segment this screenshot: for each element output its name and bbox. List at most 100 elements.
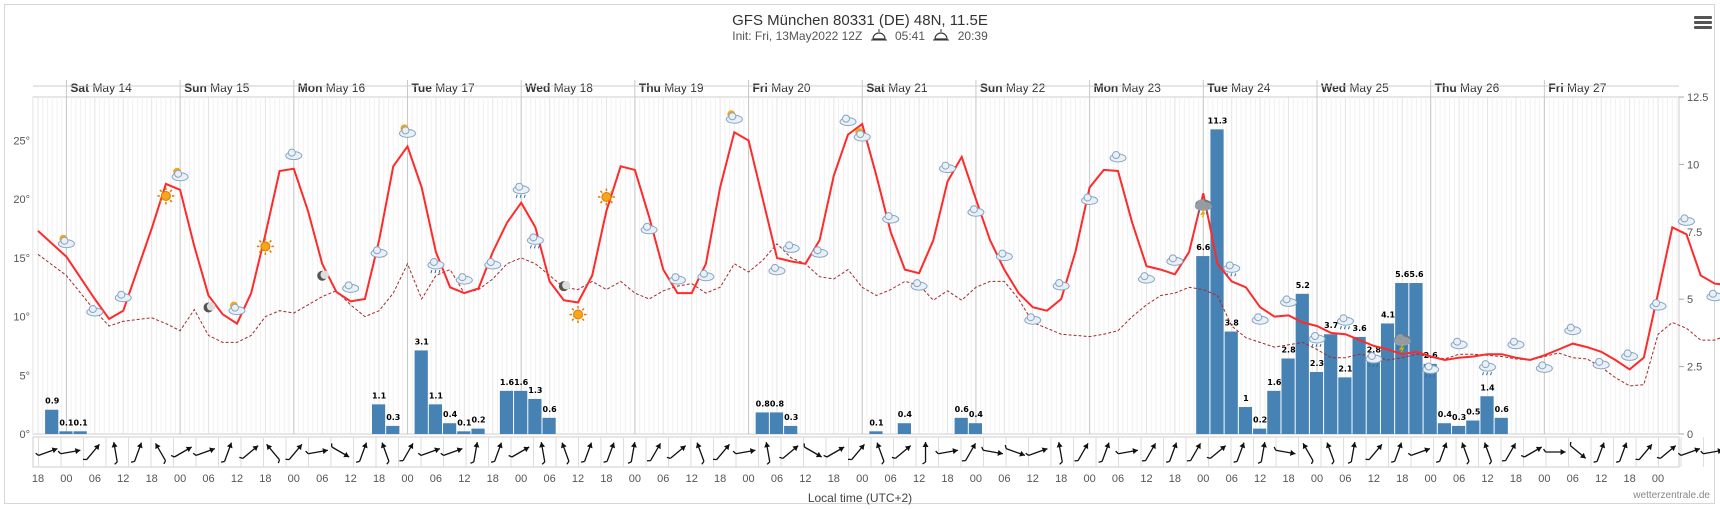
y-tick-label-right: 10 xyxy=(1687,159,1699,171)
precip-bar xyxy=(784,425,798,434)
precip-bar xyxy=(499,390,514,434)
day-label: Thu May 19 xyxy=(639,81,704,95)
hour-tick-label: 06 xyxy=(657,473,669,485)
precip-label: 11.3 xyxy=(1208,116,1228,125)
wind-arrow xyxy=(1233,442,1246,463)
hour-tick-label: 18 xyxy=(1396,473,1408,485)
moon-icon xyxy=(317,270,329,281)
sunrise-time: 05:41 xyxy=(895,29,926,43)
wind-arrow xyxy=(695,442,705,465)
hour-tick-label: 00 xyxy=(1538,473,1550,485)
sun-icon xyxy=(256,237,274,255)
precip-bar xyxy=(897,423,911,434)
credit-link[interactable]: wetterzentrale.de xyxy=(1633,490,1710,501)
precip-bar xyxy=(1466,420,1480,434)
wind-arrow xyxy=(1501,443,1517,462)
wind-arrow xyxy=(490,442,503,463)
wind-arrow xyxy=(627,442,637,464)
y-tick-label-left: 10° xyxy=(13,312,30,324)
precip-bar xyxy=(1423,363,1437,434)
wind-arrow xyxy=(1656,445,1677,460)
hour-tick-label: 12 xyxy=(572,473,584,485)
precip-label: 0.3 xyxy=(784,413,798,422)
hour-tick-label: 18 xyxy=(32,473,44,485)
hour-tick-label: 12 xyxy=(686,473,698,485)
hour-tick-label: 18 xyxy=(828,473,840,485)
y-tick-label-right: 7.5 xyxy=(1687,227,1702,239)
y-tick-label-right: 0 xyxy=(1687,429,1693,441)
precip-label: 1.6 xyxy=(514,378,529,387)
day-label: Fri May 20 xyxy=(753,81,811,95)
cloud-icon xyxy=(1166,254,1184,266)
wind-arrow xyxy=(1004,444,1026,457)
chart-menu-button[interactable] xyxy=(1694,16,1712,30)
hour-tick-label: 06 xyxy=(1567,473,1579,485)
y-tick-label-left: 15° xyxy=(13,253,30,265)
wind-arrow xyxy=(508,446,530,458)
precip-label: 2.8 xyxy=(1281,346,1296,355)
hour-tick-label: 06 xyxy=(89,473,101,485)
precip-label: 0.1 xyxy=(457,418,472,427)
cloud-icon xyxy=(1706,289,1720,302)
wind-arrow xyxy=(875,442,885,465)
wind-arrow xyxy=(130,442,143,463)
precip-bar xyxy=(414,350,428,434)
y-tick-label-right: 2.5 xyxy=(1687,362,1702,374)
day-label: Tue May 24 xyxy=(1207,81,1270,95)
hour-tick-label: 06 xyxy=(1339,473,1351,485)
precip-label: 2.8 xyxy=(1367,346,1382,355)
cloud-icon xyxy=(1507,337,1525,350)
precip-label: 0.6 xyxy=(955,405,970,414)
precip-label: 5.6 xyxy=(1395,270,1410,279)
rain-icon xyxy=(512,182,530,198)
hour-tick-label: 00 xyxy=(1197,473,1209,485)
cloud-icon xyxy=(1649,299,1667,311)
day-label: Tue May 17 xyxy=(411,81,474,95)
wind-arrow xyxy=(1056,442,1063,465)
day-label: Sat May 14 xyxy=(70,81,132,95)
day-label: Sat May 21 xyxy=(866,81,928,95)
precip-bar xyxy=(1437,423,1451,434)
hour-tick-label: 12 xyxy=(799,473,811,485)
precip-label: 1 xyxy=(1243,394,1249,403)
y-tick-label-left: 20° xyxy=(13,194,30,206)
hour-tick-label: 00 xyxy=(1083,473,1095,485)
precip-label: 5.2 xyxy=(1296,281,1310,290)
precip-bar xyxy=(968,423,983,434)
sun-cloud-icon xyxy=(228,301,246,316)
cloud-icon xyxy=(967,205,985,217)
sun-cloud-icon xyxy=(853,128,871,142)
precip-label: 0.4 xyxy=(969,410,984,419)
precip-label: 4.1 xyxy=(1381,310,1396,319)
cloud-icon xyxy=(342,281,360,293)
precip-bar xyxy=(1380,323,1395,434)
wind-arrow xyxy=(666,445,687,460)
precip-label: 0.3 xyxy=(386,413,400,422)
hour-tick-label: 12 xyxy=(1595,473,1607,485)
precip-label: 0.1 xyxy=(74,418,89,427)
wind-arrow xyxy=(891,445,912,460)
day-label: Fri May 27 xyxy=(1548,81,1606,95)
rain-icon xyxy=(427,258,445,274)
cloud-icon xyxy=(910,279,928,291)
hour-tick-label: 06 xyxy=(1226,473,1238,485)
hour-tick-label: 00 xyxy=(60,473,72,485)
rain-icon xyxy=(1479,360,1497,376)
hour-tick-label: 18 xyxy=(487,473,499,485)
hour-tick-label: 18 xyxy=(941,473,953,485)
hour-tick-label: 12 xyxy=(1254,473,1266,485)
precip-label: 0.6 xyxy=(1495,405,1510,414)
precip-label: 1.1 xyxy=(429,391,444,400)
precip-bar xyxy=(1366,358,1380,434)
precip-bar xyxy=(755,412,769,434)
hour-tick-label: 00 xyxy=(856,473,868,485)
cloud-icon xyxy=(285,148,303,161)
precip-bar xyxy=(1281,358,1295,434)
wind-arrow xyxy=(1593,442,1606,463)
hour-tick-label: 12 xyxy=(1140,473,1152,485)
wind-arrow xyxy=(961,443,977,462)
wind-arrow xyxy=(266,443,281,464)
wind-arrow xyxy=(35,447,58,457)
x-axis-title: Local time (UTC+2) xyxy=(807,491,913,505)
wind-arrow xyxy=(847,443,865,461)
